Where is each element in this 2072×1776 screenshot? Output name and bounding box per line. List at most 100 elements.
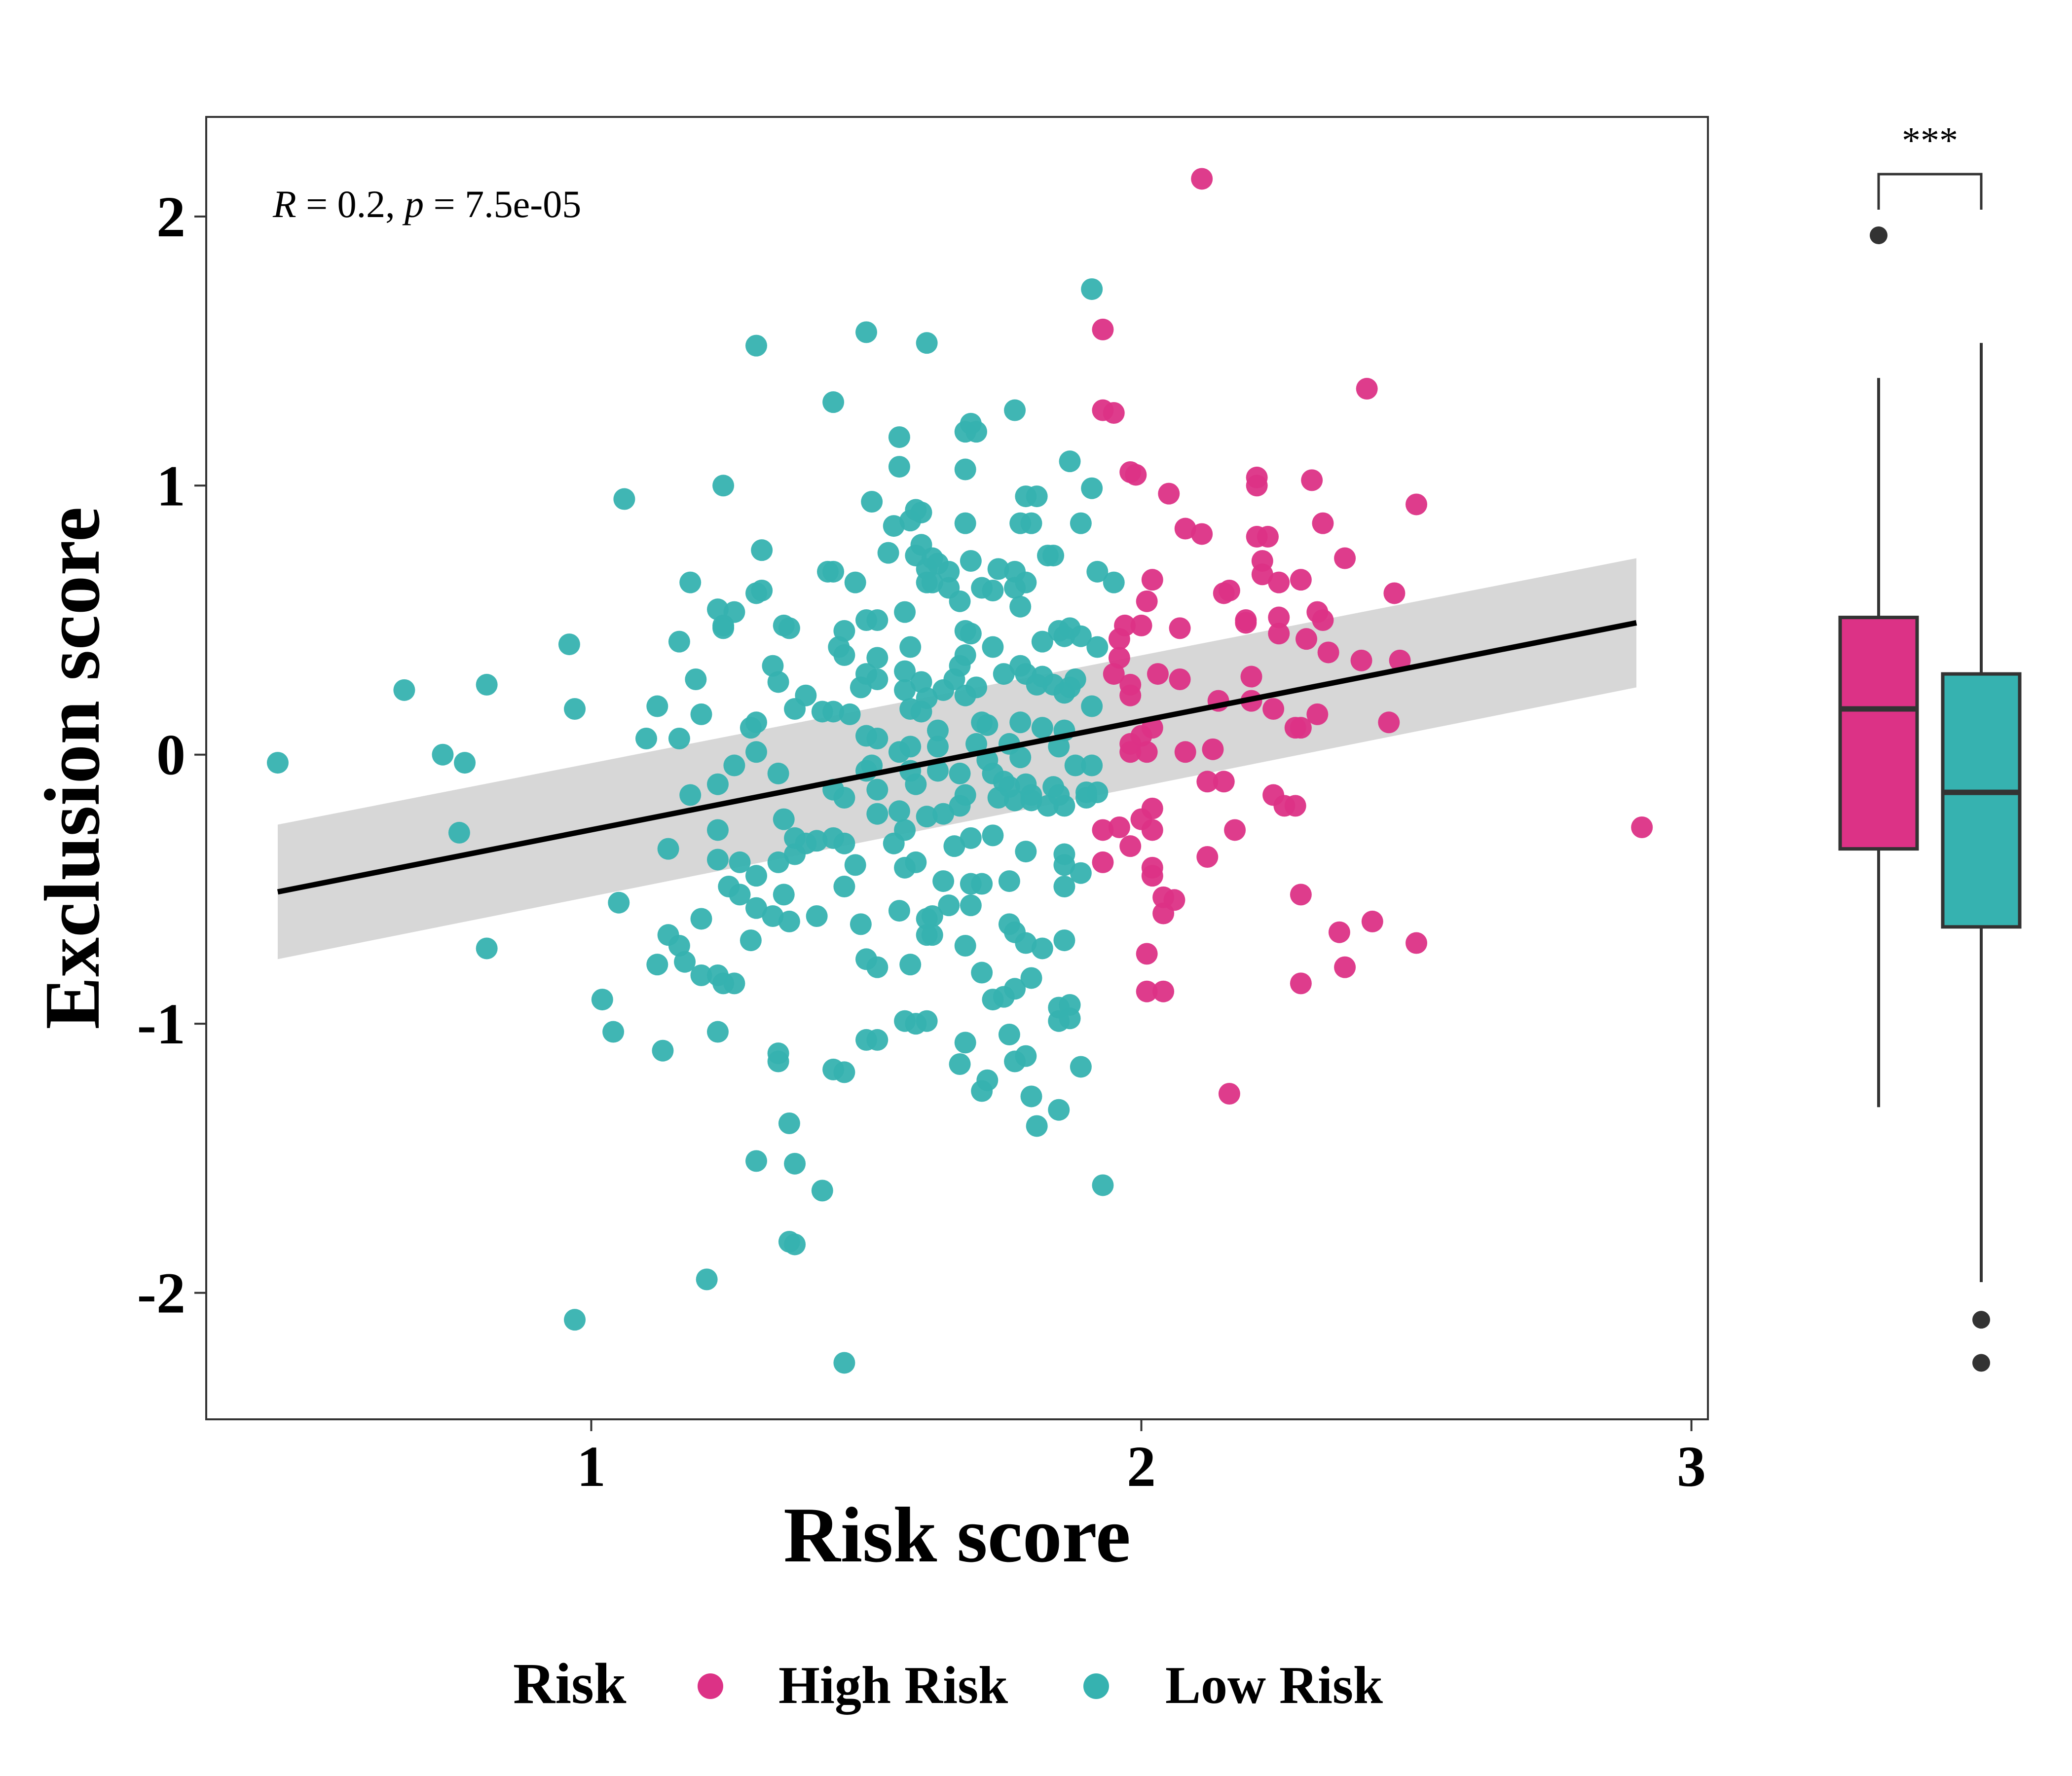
- scatter-point-low-risk: [806, 830, 828, 852]
- scatter-point-low-risk: [784, 1152, 806, 1175]
- scatter-point-low-risk: [833, 1352, 855, 1374]
- scatter-point-low-risk: [894, 601, 916, 623]
- scatter-point-low-risk: [883, 515, 905, 537]
- y-tick-label: 1: [156, 453, 185, 518]
- scatter-point-low-risk: [954, 684, 976, 706]
- y-tick-label: -1: [137, 992, 185, 1056]
- scatter-point-high-risk: [1290, 972, 1312, 995]
- scatter-point-high-risk: [1218, 580, 1240, 601]
- scatter-point-low-risk: [855, 609, 878, 631]
- x-axis-ticks: 1 2 3: [577, 1419, 1706, 1499]
- scatter-point-low-risk: [888, 456, 910, 478]
- scatter-point-high-risk: [1103, 663, 1125, 685]
- scatter-point-low-risk: [1020, 1085, 1042, 1108]
- y-tick-label: 2: [156, 185, 185, 249]
- scatter-point-low-risk: [745, 897, 768, 919]
- scatter-point-low-risk: [960, 827, 982, 849]
- scatter-point-low-risk: [949, 1053, 971, 1075]
- scatter-point-low-risk: [998, 870, 1020, 892]
- legend-label-low-risk: Low Risk: [1165, 1656, 1383, 1715]
- scatter-point-low-risk: [1031, 630, 1053, 653]
- scatter-point-high-risk: [1191, 523, 1213, 545]
- annotation-r-value: = 0.2,: [296, 183, 405, 225]
- scatter-point-low-risk: [833, 644, 855, 666]
- scatter-point-low-risk: [1020, 789, 1042, 812]
- legend-title: Risk: [513, 1651, 627, 1716]
- scatter-point-low-risk: [926, 719, 949, 741]
- scatter-point-high-risk: [1251, 563, 1273, 586]
- scatter-point-low-risk: [971, 1080, 993, 1102]
- scatter-point-low-risk: [745, 865, 768, 887]
- regression-line: [277, 620, 1637, 895]
- y-axis-ticks: -2 -1 0 1 2: [137, 185, 206, 1326]
- scatter-point-low-risk: [646, 954, 668, 976]
- scatter-point-low-risk: [751, 539, 773, 561]
- scatter-point-low-risk: [778, 617, 800, 639]
- scatter-point-low-risk: [949, 590, 971, 612]
- scatter-point-low-risk: [784, 1233, 806, 1256]
- scatter-point-low-risk: [454, 752, 476, 774]
- scatter-point-high-risk: [1108, 628, 1130, 650]
- scatter-point-low-risk: [432, 743, 454, 766]
- annotation-r-symbol: R: [272, 183, 296, 225]
- scatter-point-low-risk: [866, 647, 888, 669]
- scatter-point-low-risk: [393, 679, 415, 701]
- scatter-point-low-risk: [899, 698, 922, 720]
- scatter-point-low-risk: [1103, 571, 1125, 593]
- scatter-point-low-risk: [1053, 876, 1075, 897]
- scatter-point-low-risk: [652, 1039, 674, 1062]
- scatter-point-low-risk: [668, 630, 690, 653]
- scatter-point-high-risk: [1246, 475, 1268, 497]
- scatter-point-low-risk: [954, 620, 976, 642]
- scatter-point-high-risk: [1317, 641, 1339, 664]
- scatter-point-low-risk: [784, 698, 806, 720]
- scatter-point-low-risk: [706, 849, 729, 871]
- scatter-point-low-risk: [971, 873, 993, 895]
- scatter-point-low-risk: [706, 819, 729, 841]
- scatter-point-low-risk: [998, 1024, 1020, 1045]
- scatter-point-low-risk: [1081, 278, 1103, 300]
- scatter-point-low-risk: [767, 851, 789, 873]
- scatter-point-low-risk: [894, 660, 916, 682]
- scatter-panel: 1 2 3 -2 -1 0 1 2 R = 0.2, p = 7.5e-05 Risk sc…: [28, 116, 1709, 1579]
- scatter-point-high-risk: [1334, 956, 1356, 978]
- scatter-point-low-risk: [982, 824, 1004, 847]
- scatter-point-high-risk: [1147, 663, 1169, 685]
- scatter-point-low-risk: [729, 851, 751, 873]
- scatter-point-low-risk: [888, 900, 910, 922]
- box-outlier-low-risk: [1972, 1354, 1990, 1372]
- scatter-point-low-risk: [674, 951, 696, 973]
- scatter-point-high-risk: [1202, 738, 1224, 760]
- x-tick-label: 2: [1127, 1434, 1156, 1499]
- scatter-point-low-risk: [916, 1010, 938, 1032]
- scatter-point-high-risk: [1169, 617, 1191, 639]
- scatter-point-low-risk: [1086, 560, 1109, 583]
- scatter-point-high-risk: [1257, 525, 1279, 548]
- scatter-point-low-risk: [1081, 477, 1103, 499]
- scatter-point-low-risk: [839, 703, 861, 725]
- scatter-point-low-risk: [602, 1021, 625, 1043]
- scatter-point-low-risk: [1064, 754, 1086, 777]
- y-tick-label: -2: [137, 1261, 185, 1326]
- scatter-point-low-risk: [850, 676, 872, 699]
- scatter-point-low-risk: [1070, 1056, 1092, 1078]
- scatter-point-low-risk: [932, 803, 955, 825]
- scatter-point-high-risk: [1218, 1083, 1240, 1105]
- scatter-point-low-risk: [938, 894, 960, 917]
- scatter-point-low-risk: [1031, 717, 1053, 739]
- scatter-point-high-risk: [1328, 921, 1350, 943]
- scatter-point-low-risk: [982, 636, 1004, 658]
- scatter-point-high-risk: [1631, 816, 1653, 838]
- scatter-point-low-risk: [894, 679, 916, 701]
- scatter-point-low-risk: [1015, 571, 1037, 593]
- scatter-point-low-risk: [949, 762, 971, 784]
- scatter-point-high-risk: [1306, 703, 1329, 725]
- scatter-point-low-risk: [712, 614, 735, 636]
- scatter-point-low-risk: [762, 905, 784, 927]
- scatter-point-high-risk: [1196, 771, 1219, 793]
- scatter-point-low-risk: [1009, 711, 1032, 734]
- scatter-point-low-risk: [921, 571, 943, 593]
- scatter-point-low-risk: [954, 935, 976, 957]
- scatter-point-high-risk: [1295, 628, 1318, 650]
